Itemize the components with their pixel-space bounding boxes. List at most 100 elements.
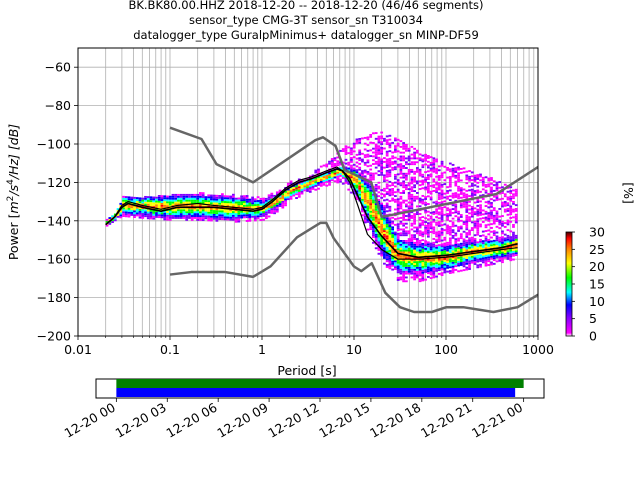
density-cell: [374, 149, 378, 152]
density-cell: [402, 249, 406, 252]
density-cell: [487, 212, 491, 215]
density-cell: [385, 191, 389, 194]
density-cell: [490, 213, 493, 216]
density-cell: [506, 213, 510, 216]
density-cell: [358, 191, 362, 194]
density-cell: [459, 202, 463, 205]
density-cell: [446, 257, 449, 260]
density-cell: [448, 220, 452, 223]
density-cell: [245, 216, 249, 219]
density-cell: [413, 251, 416, 254]
density-cell: [347, 146, 351, 149]
density-cell: [286, 196, 290, 199]
density-cell: [166, 216, 169, 219]
density-cell: [396, 209, 400, 212]
density-cell: [267, 202, 271, 204]
density-cell: [512, 258, 515, 261]
density-cell: [295, 183, 298, 186]
density-cell: [377, 212, 381, 215]
density-cell: [201, 201, 205, 204]
density-cell: [399, 205, 403, 208]
density-cell: [366, 190, 370, 193]
density-cell: [366, 195, 370, 198]
density-cell: [457, 243, 460, 246]
density-cell: [377, 185, 381, 188]
density-cell: [366, 161, 370, 164]
density-cell: [443, 196, 447, 199]
density-cell: [259, 201, 263, 204]
density-cell: [380, 233, 384, 236]
density-cell: [413, 259, 416, 262]
density-cell: [492, 245, 496, 248]
density-cell: [355, 176, 359, 179]
density-cell: [391, 184, 395, 187]
density-cell: [465, 216, 469, 219]
density-cell: [267, 200, 271, 203]
density-cell: [122, 195, 125, 198]
density-cell: [146, 201, 150, 204]
density-cell: [468, 218, 471, 221]
density-cell: [437, 263, 441, 266]
density-cell: [377, 224, 381, 226]
density-cell: [448, 231, 452, 234]
density-cell: [413, 197, 416, 200]
density-cell: [240, 210, 243, 213]
density-cell: [372, 151, 375, 154]
density-cell: [273, 202, 276, 205]
density-cell: [402, 216, 406, 219]
density-cell: [440, 251, 444, 253]
density-cell: [440, 189, 444, 192]
density-cell: [410, 259, 414, 262]
density-cell: [514, 238, 518, 241]
density-cell: [410, 241, 414, 244]
density-cell: [479, 256, 482, 259]
density-cell: [426, 241, 430, 244]
density-cell: [476, 258, 480, 261]
density-cell: [429, 196, 433, 199]
density-cell: [394, 246, 397, 249]
x-tick-label: 0.01: [64, 342, 92, 357]
density-cell: [501, 201, 504, 204]
density-cell: [124, 215, 128, 218]
density-cell: [490, 209, 493, 212]
density-cell: [127, 211, 131, 214]
density-cell: [509, 236, 513, 239]
density-cell: [391, 141, 395, 144]
density-cell: [481, 247, 485, 250]
density-cell: [325, 178, 329, 181]
density-cell: [396, 265, 400, 268]
density-cell: [512, 202, 515, 205]
density-cell: [405, 205, 408, 208]
density-cell: [410, 272, 414, 275]
density-cell: [146, 196, 150, 199]
density-cell: [193, 215, 197, 217]
density-cell: [432, 157, 436, 160]
density-cell: [372, 201, 375, 204]
density-cell: [418, 255, 422, 258]
density-cell: [512, 233, 515, 236]
density-cell: [388, 192, 392, 195]
density-cell: [473, 201, 477, 204]
density-cell: [369, 197, 373, 200]
density-cell: [380, 146, 384, 149]
density-cell: [462, 238, 466, 241]
density-cell: [328, 176, 331, 179]
density-cell: [440, 185, 444, 188]
density-cell: [509, 213, 513, 216]
density-cell: [418, 259, 422, 262]
density-cell: [185, 201, 189, 204]
density-cell: [369, 189, 373, 192]
density-cell: [514, 190, 518, 193]
density-cell: [440, 206, 444, 209]
density-cell: [267, 207, 271, 210]
density-cell: [446, 264, 449, 267]
density-cell: [487, 258, 491, 261]
density-cell: [383, 199, 386, 202]
density-cell: [514, 213, 518, 216]
density-cell: [459, 237, 463, 240]
y-tick-label: −120: [37, 175, 71, 190]
density-cell: [473, 234, 477, 237]
density-cell: [391, 220, 395, 223]
density-cell: [405, 167, 408, 169]
density-cell: [341, 175, 345, 177]
